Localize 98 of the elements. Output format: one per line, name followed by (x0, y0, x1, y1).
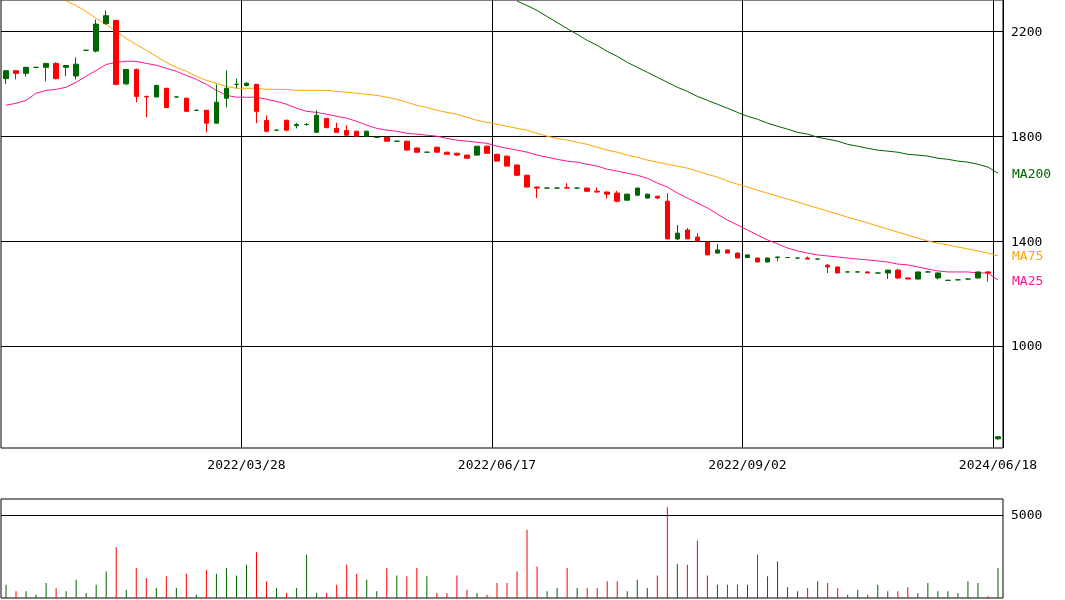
candlestick (454, 152, 460, 157)
candlestick (254, 83, 259, 124)
candlestick (144, 95, 149, 118)
line-series (65, 0, 999, 257)
candlestick (284, 119, 289, 132)
candlestick (63, 65, 69, 77)
candlestick (204, 109, 209, 133)
candlestick (414, 147, 420, 153)
y-tick-label: 1000 (1011, 338, 1043, 354)
series-label: MA200 (1011, 165, 1052, 181)
candlestick (554, 187, 560, 190)
y-tick-label: 2200 (1011, 23, 1043, 39)
candlestick (184, 97, 189, 112)
candlestick (214, 83, 219, 125)
candlestick (43, 62, 49, 82)
candlestick (755, 257, 760, 263)
candlestick (985, 270, 991, 283)
candlestick (935, 271, 941, 281)
candlestick (23, 66, 29, 77)
y-tick-label: 1400 (1011, 233, 1043, 249)
candlestick (624, 193, 630, 202)
candlestick (544, 187, 550, 190)
candlestick (695, 232, 700, 242)
candlestick (244, 81, 249, 87)
candlestick (224, 69, 229, 108)
x-tick-label: 2024/06/18 (958, 457, 1038, 472)
candlestick (504, 155, 510, 167)
candlestick (705, 241, 710, 256)
candlestick (765, 257, 770, 264)
candlestick (614, 190, 620, 203)
series-label: MA75 (1011, 248, 1044, 264)
candlestick (965, 277, 971, 281)
candlestick (464, 154, 470, 159)
candlestick (3, 70, 9, 85)
candlestick (685, 227, 690, 240)
candlestick (344, 124, 349, 137)
candlestick (975, 271, 981, 279)
candlestick (745, 253, 750, 259)
candlestick (885, 269, 891, 280)
candlestick (594, 187, 600, 194)
candlestick (334, 122, 339, 133)
candlestick (93, 19, 99, 53)
candlestick (905, 276, 911, 280)
candlestick (865, 270, 870, 274)
candlestick (584, 187, 590, 192)
candlestick (404, 140, 410, 151)
y-tick-label: 1800 (1011, 128, 1043, 144)
line-series (516, 0, 999, 174)
candlestick (995, 435, 1001, 441)
candlestick (875, 271, 881, 275)
candlestick (925, 270, 931, 273)
candlestick (154, 84, 159, 98)
candlestick (835, 265, 840, 274)
candlestick (514, 164, 520, 177)
candlestick (715, 243, 720, 255)
line-series (5, 60, 999, 281)
candlestick (484, 145, 490, 154)
candlestick (534, 186, 540, 199)
candlestick (294, 122, 299, 129)
candlestick (474, 145, 480, 157)
series-label: MA25 (1011, 272, 1044, 288)
candlestick (725, 248, 730, 254)
candlestick (264, 114, 269, 133)
candlestick (164, 87, 169, 108)
candlestick (13, 69, 19, 80)
x-tick-label: 2022/03/28 (207, 457, 286, 472)
candlestick (635, 187, 640, 197)
candlestick (113, 19, 119, 85)
candlestick (645, 193, 650, 200)
candlestick (735, 252, 740, 259)
candlestick (655, 195, 660, 200)
candlestick (314, 109, 319, 134)
candlestick (324, 117, 329, 129)
candlestick (364, 130, 369, 138)
candlestick (775, 255, 780, 262)
candlestick (384, 136, 390, 142)
candlestick (73, 56, 79, 80)
candlestick (604, 191, 610, 200)
candlestick (574, 187, 580, 190)
candlestick (444, 151, 450, 155)
candlestick (895, 268, 901, 280)
candlestick (564, 182, 570, 190)
candlestick (103, 9, 109, 26)
candlestick (915, 271, 921, 281)
candlestick (123, 68, 129, 86)
candlestick (825, 263, 830, 274)
candlestick (354, 130, 359, 137)
candlestick (805, 255, 810, 260)
candlestick (53, 61, 59, 80)
candlestick (665, 192, 670, 240)
candlestick (134, 68, 139, 103)
candlestick (494, 153, 500, 162)
candlestick (675, 224, 680, 241)
y-tick-label: 5000 (1011, 507, 1043, 523)
candlestick (434, 146, 440, 153)
candlestick (524, 174, 530, 189)
x-tick-label: 2022/06/17 (457, 457, 537, 472)
x-tick-label: 2022/09/02 (708, 457, 787, 472)
